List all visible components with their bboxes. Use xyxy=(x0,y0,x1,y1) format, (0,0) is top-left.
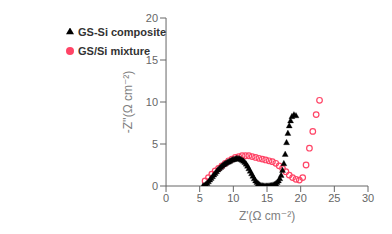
svg-text:-Z''(Ω cm⁻²): -Z''(Ω cm⁻²) xyxy=(121,71,135,134)
svg-text:5: 5 xyxy=(197,192,203,204)
svg-text:Z'(Ω cm⁻²): Z'(Ω cm⁻²) xyxy=(239,209,295,223)
svg-text:30: 30 xyxy=(362,192,374,204)
svg-text:5: 5 xyxy=(152,138,158,150)
svg-text:20: 20 xyxy=(146,12,158,24)
html-text:GS-Si composite: GS-Si composite xyxy=(78,26,166,38)
svg-text:15: 15 xyxy=(261,192,273,204)
svg-text:25: 25 xyxy=(328,192,340,204)
svg-text:10: 10 xyxy=(227,192,239,204)
html-text:GS/Si mixture: GS/Si mixture xyxy=(78,45,151,57)
svg-text:0: 0 xyxy=(163,192,169,204)
svg-text:20: 20 xyxy=(295,192,307,204)
svg-text:15: 15 xyxy=(146,54,158,66)
svg-text:10: 10 xyxy=(146,96,158,108)
svg-text:0: 0 xyxy=(152,180,158,192)
